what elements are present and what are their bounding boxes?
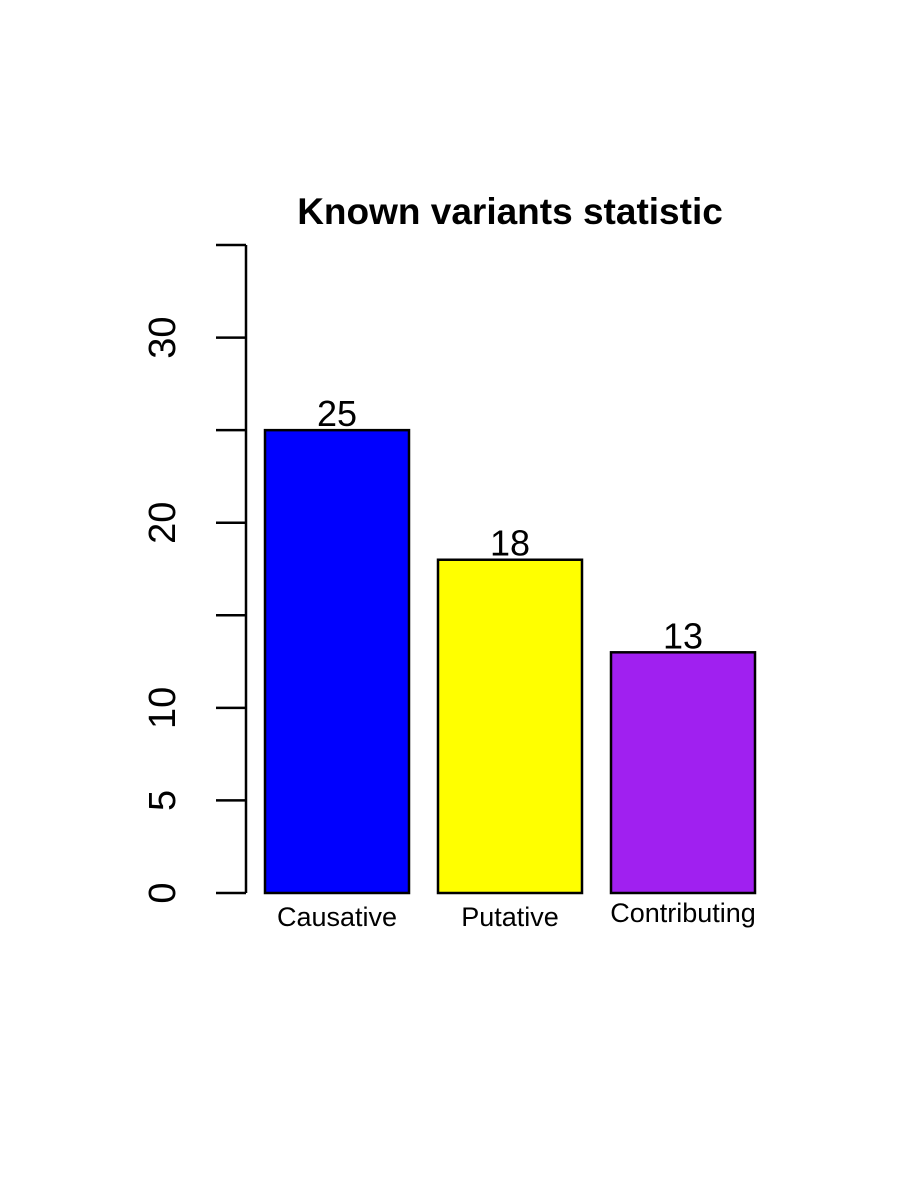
bars: 25 18 13 — [263, 393, 757, 895]
data-label: 13 — [663, 615, 703, 656]
bar-contributing — [609, 651, 757, 895]
y-axis: 0 5 10 20 30 — [142, 243, 248, 904]
data-label: 25 — [317, 393, 357, 434]
x-tick-label: Putative — [461, 902, 559, 932]
bar-putative — [436, 558, 584, 895]
y-tick-label: 30 — [142, 316, 184, 358]
y-tick-label: 0 — [142, 882, 184, 903]
x-tick-label: Causative — [277, 902, 397, 932]
bar-causative — [263, 428, 411, 895]
data-label: 18 — [490, 523, 530, 564]
y-tick-label: 20 — [142, 502, 184, 544]
x-tick-label: Contributing — [610, 898, 756, 928]
y-tick-label: 5 — [142, 790, 184, 811]
y-tick-label: 10 — [142, 687, 184, 729]
x-axis-labels: Causative Putative Contributing — [277, 898, 756, 932]
chart-title: Known variants statistic — [297, 191, 723, 232]
